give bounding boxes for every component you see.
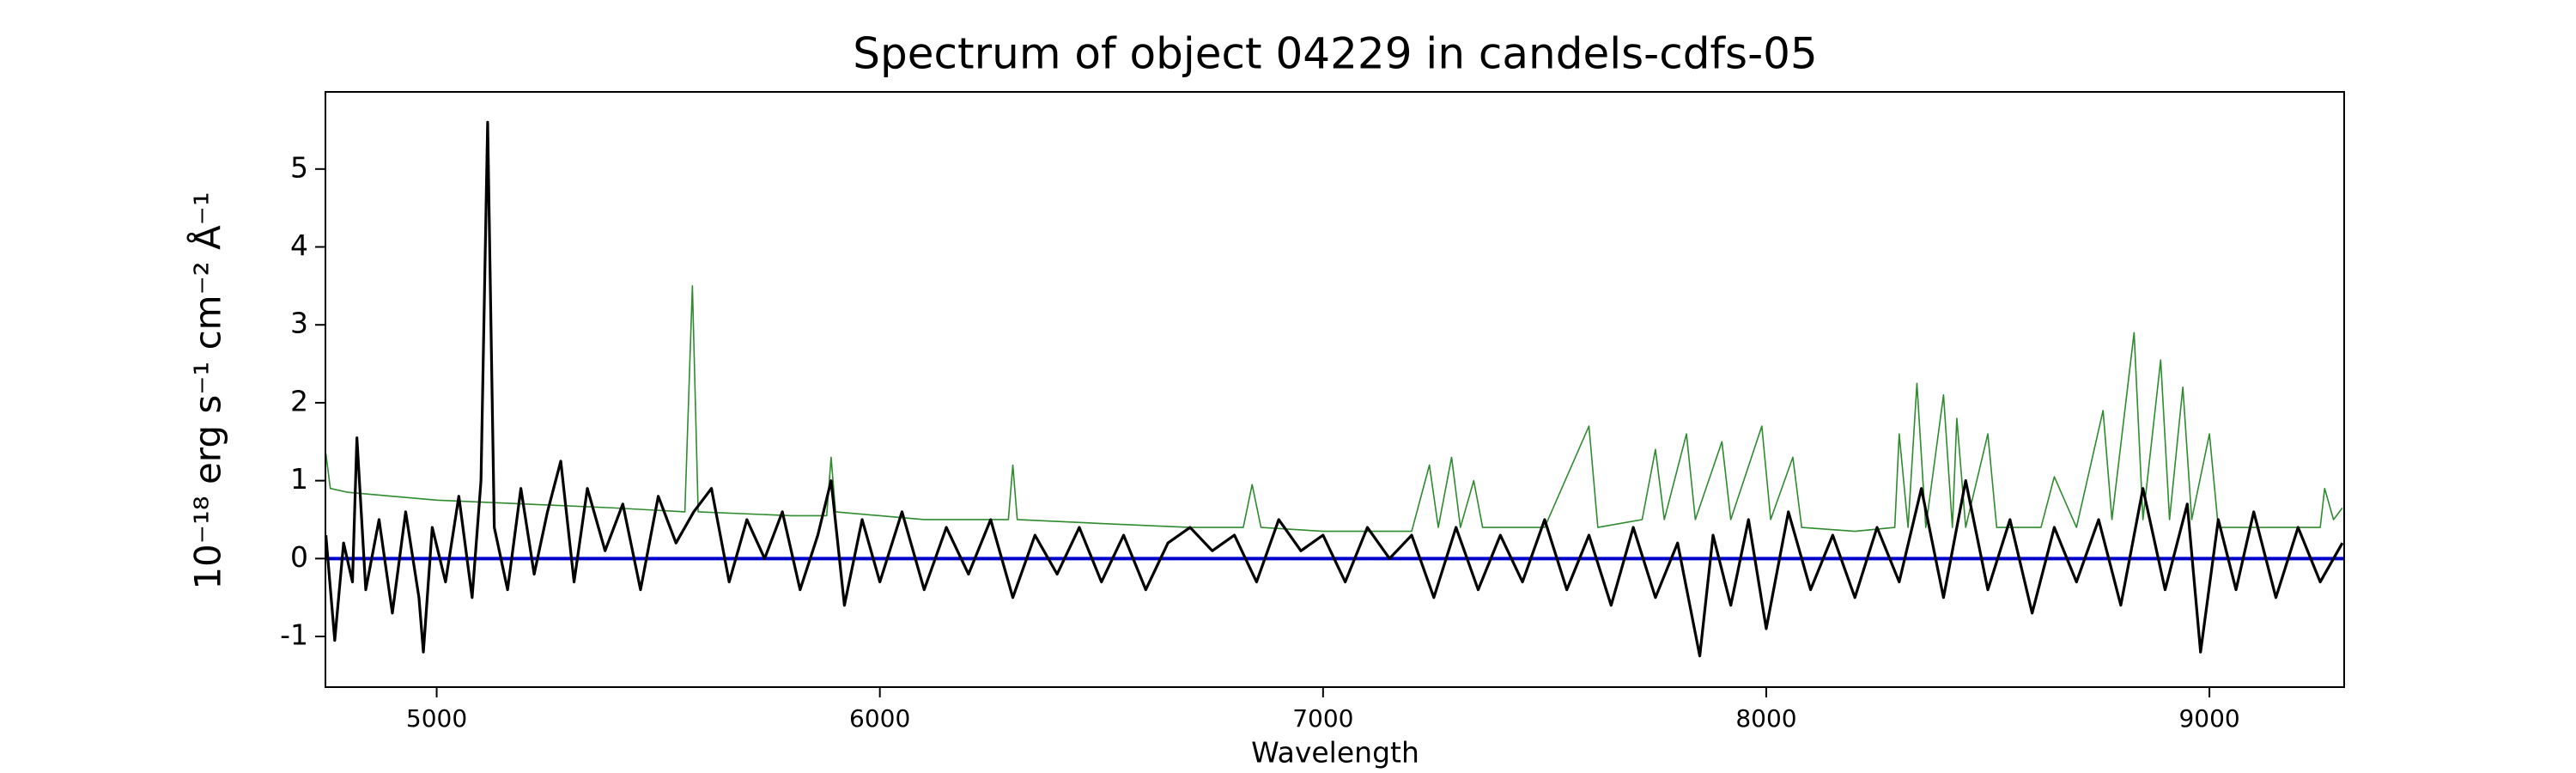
y-tick-label: 0 <box>290 540 308 574</box>
y-axis-label: 10⁻¹⁸ erg s⁻¹ cm⁻² Å⁻¹ <box>186 192 229 589</box>
spectrum-line <box>325 120 2344 658</box>
y-tick-label: 3 <box>290 307 308 340</box>
y-tick-label: 1 <box>290 462 308 496</box>
y-tick-label: 2 <box>290 384 308 417</box>
y-tick-label: 5 <box>290 150 308 184</box>
x-tick-label: 9000 <box>2178 704 2239 733</box>
chart-title: Spectrum of object 04229 in candels-cdfs… <box>853 29 1818 79</box>
x-tick-label: 7000 <box>1292 704 1353 733</box>
y-tick-label: -1 <box>280 618 308 652</box>
x-tick-label: 8000 <box>1735 704 1796 733</box>
x-axis-label: Wavelength <box>1251 736 1419 770</box>
x-tick-label: 6000 <box>849 704 910 733</box>
plot-frame <box>325 91 2345 688</box>
spectrum-line <box>325 285 2343 533</box>
x-tick-label: 5000 <box>406 704 467 733</box>
y-tick-label: 4 <box>290 228 308 262</box>
